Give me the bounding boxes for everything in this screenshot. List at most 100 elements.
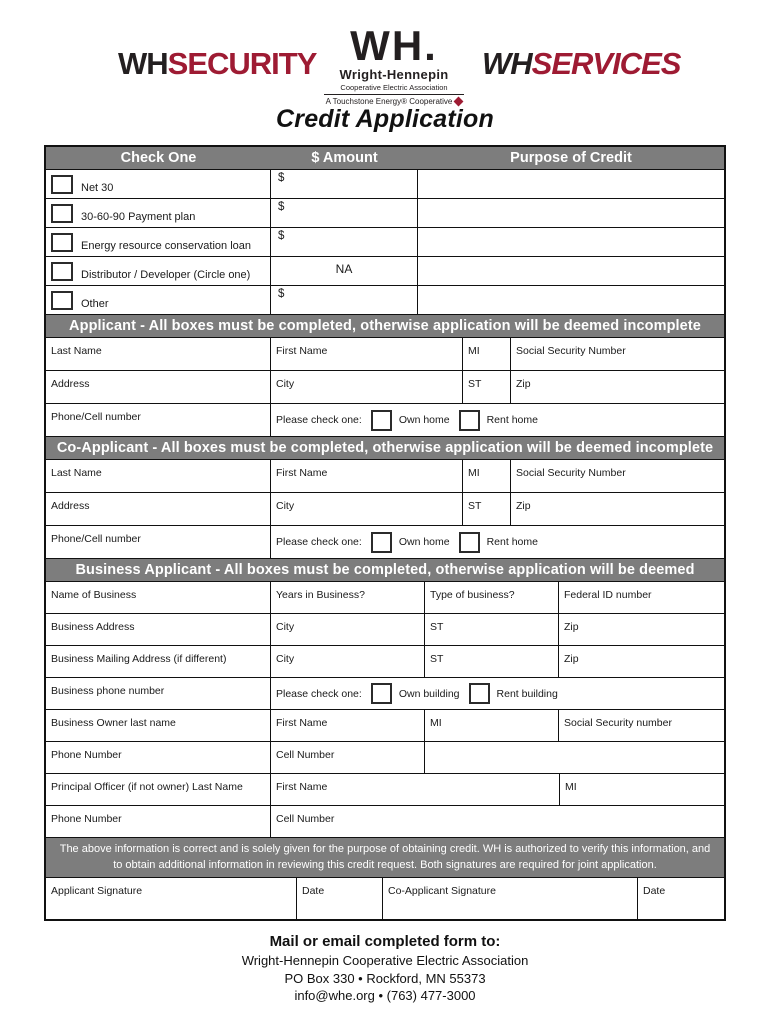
- business-years-field[interactable]: Years in Business?: [271, 582, 425, 613]
- applicant-signature-date-field[interactable]: Date: [297, 878, 383, 919]
- principal-phone-row: Phone Number Cell Number: [46, 806, 724, 838]
- wright-hennepin-logo: WH. Wright-Hennepin Cooperative Electric…: [318, 25, 470, 107]
- business-phone-field[interactable]: Business phone number: [46, 678, 271, 709]
- business-owner-mi-field[interactable]: MI: [425, 710, 559, 741]
- net30-amount-field[interactable]: $: [271, 170, 418, 198]
- applicant-mi-field[interactable]: MI: [463, 338, 511, 370]
- field-label: Type of business?: [430, 589, 515, 601]
- business-mailing-zip-field[interactable]: Zip: [559, 646, 724, 677]
- payment-plan-checkbox[interactable]: [51, 204, 73, 223]
- field-label: Cell Number: [276, 813, 335, 825]
- co-applicant-signature-field[interactable]: Co-Applicant Signature: [383, 878, 638, 919]
- business-owner-first-name-field[interactable]: First Name: [271, 710, 425, 741]
- co-applicant-phone-field[interactable]: Phone/Cell number: [46, 526, 271, 558]
- applicant-zip-field[interactable]: Zip: [511, 371, 724, 403]
- business-mailing-st-field[interactable]: ST: [425, 646, 559, 677]
- check-one-prompt: Please check one:: [276, 536, 362, 548]
- touchstone-tagline-text: A Touchstone Energy® Cooperative: [325, 96, 453, 106]
- energy-loan-option: Energy resource conservation loan: [46, 228, 271, 256]
- co-applicant-first-name-field[interactable]: First Name: [271, 460, 463, 492]
- applicant-signature-field[interactable]: Applicant Signature: [46, 878, 297, 919]
- other-checkbox[interactable]: [51, 291, 73, 310]
- energy-loan-checkbox[interactable]: [51, 233, 73, 252]
- field-label: Business Address: [51, 621, 135, 633]
- business-name-field[interactable]: Name of Business: [46, 582, 271, 613]
- payment-plan-purpose-field[interactable]: [418, 199, 724, 227]
- applicant-home-ownership-cell: Please check one: Own home Rent home: [271, 404, 724, 436]
- business-mailing-city-field[interactable]: City: [271, 646, 425, 677]
- rent-building-checkbox[interactable]: [468, 683, 490, 704]
- business-building-ownership-cell: Please check one: Own building Rent buil…: [271, 678, 724, 709]
- co-rent-home-checkbox[interactable]: [458, 531, 480, 553]
- energy-loan-purpose-field[interactable]: [418, 228, 724, 256]
- other-purpose-field[interactable]: [418, 286, 724, 314]
- business-type-field[interactable]: Type of business?: [425, 582, 559, 613]
- co-applicant-section-header: Co-Applicant - All boxes must be complet…: [46, 437, 724, 460]
- co-applicant-last-name-field[interactable]: Last Name: [46, 460, 271, 492]
- field-label: MI: [565, 781, 577, 793]
- applicant-address-row: Address City ST Zip: [46, 371, 724, 404]
- owner-phone-number-field[interactable]: Phone Number: [46, 742, 271, 773]
- business-mailing-address-field[interactable]: Business Mailing Address (if different): [46, 646, 271, 677]
- applicant-city-field[interactable]: City: [271, 371, 463, 403]
- business-fed-id-field[interactable]: Federal ID number: [559, 582, 724, 613]
- co-applicant-address-field[interactable]: Address: [46, 493, 271, 525]
- field-label: ST: [430, 621, 444, 633]
- field-label: Cell Number: [276, 749, 335, 761]
- business-st-field[interactable]: ST: [425, 614, 559, 645]
- field-label: Date: [643, 885, 666, 897]
- business-owner-last-name-field[interactable]: Business Owner last name: [46, 710, 271, 741]
- co-applicant-st-field[interactable]: ST: [463, 493, 511, 525]
- business-zip-field[interactable]: Zip: [559, 614, 724, 645]
- co-applicant-ssn-field[interactable]: Social Security Number: [511, 460, 724, 492]
- payment-plan-amount-field[interactable]: $: [271, 199, 418, 227]
- co-applicant-signature-date-field[interactable]: Date: [638, 878, 724, 919]
- applicant-phone-field[interactable]: Phone/Cell number: [46, 404, 271, 436]
- net30-purpose-field[interactable]: [418, 170, 724, 198]
- field-label: ST: [468, 378, 482, 390]
- own-building-checkbox[interactable]: [370, 683, 392, 704]
- energy-loan-amount-field[interactable]: $: [271, 228, 418, 256]
- principal-cell-number-field[interactable]: Cell Number: [271, 806, 724, 837]
- applicant-last-name-field[interactable]: Last Name: [46, 338, 271, 370]
- applicant-st-field[interactable]: ST: [463, 371, 511, 403]
- owner-cell-number-field[interactable]: Cell Number: [271, 742, 425, 773]
- distributor-checkbox[interactable]: [51, 262, 73, 281]
- applicant-ssn-field[interactable]: Social Security Number: [511, 338, 724, 370]
- distributor-purpose-field[interactable]: [418, 257, 724, 285]
- credit-table-header: Check One $ Amount Purpose of Credit: [46, 147, 724, 170]
- business-owner-ssn-field[interactable]: Social Security number: [559, 710, 724, 741]
- applicant-phone-row: Phone/Cell number Please check one: Own …: [46, 404, 724, 437]
- own-home-checkbox[interactable]: [370, 409, 392, 431]
- co-own-home-checkbox[interactable]: [370, 531, 392, 553]
- principal-last-name-field[interactable]: Principal Officer (if not owner) Last Na…: [46, 774, 271, 805]
- rent-home-label: Rent home: [486, 536, 538, 548]
- applicant-address-field[interactable]: Address: [46, 371, 271, 403]
- distributor-amount-na: NA: [271, 257, 418, 285]
- field-label: Social Security number: [564, 717, 672, 729]
- business-owner-phone-row: Phone Number Cell Number: [46, 742, 724, 774]
- principal-mi-field[interactable]: MI: [560, 774, 724, 805]
- business-address-field[interactable]: Business Address: [46, 614, 271, 645]
- net30-option: Net 30: [46, 170, 271, 198]
- col-header-check-one: Check One: [120, 150, 197, 166]
- co-applicant-address-row: Address City ST Zip: [46, 493, 724, 526]
- principal-first-name-field[interactable]: First Name: [271, 774, 560, 805]
- net30-checkbox[interactable]: [51, 175, 73, 194]
- owner-phone-extra-field[interactable]: [425, 742, 724, 773]
- principal-phone-number-field[interactable]: Phone Number: [46, 806, 271, 837]
- co-applicant-mi-field[interactable]: MI: [463, 460, 511, 492]
- credit-row-net30: Net 30 $: [46, 170, 724, 199]
- field-label: Address: [51, 500, 90, 512]
- business-city-field[interactable]: City: [271, 614, 425, 645]
- field-label: City: [276, 500, 295, 512]
- applicant-section-header: Applicant - All boxes must be completed,…: [46, 315, 724, 338]
- co-applicant-zip-field[interactable]: Zip: [511, 493, 724, 525]
- applicant-first-name-field[interactable]: First Name: [271, 338, 463, 370]
- co-applicant-city-field[interactable]: City: [271, 493, 463, 525]
- field-label: Years in Business?: [276, 589, 365, 601]
- field-label: Last Name: [51, 345, 102, 357]
- rent-home-checkbox[interactable]: [458, 409, 480, 431]
- other-amount-field[interactable]: $: [271, 286, 418, 314]
